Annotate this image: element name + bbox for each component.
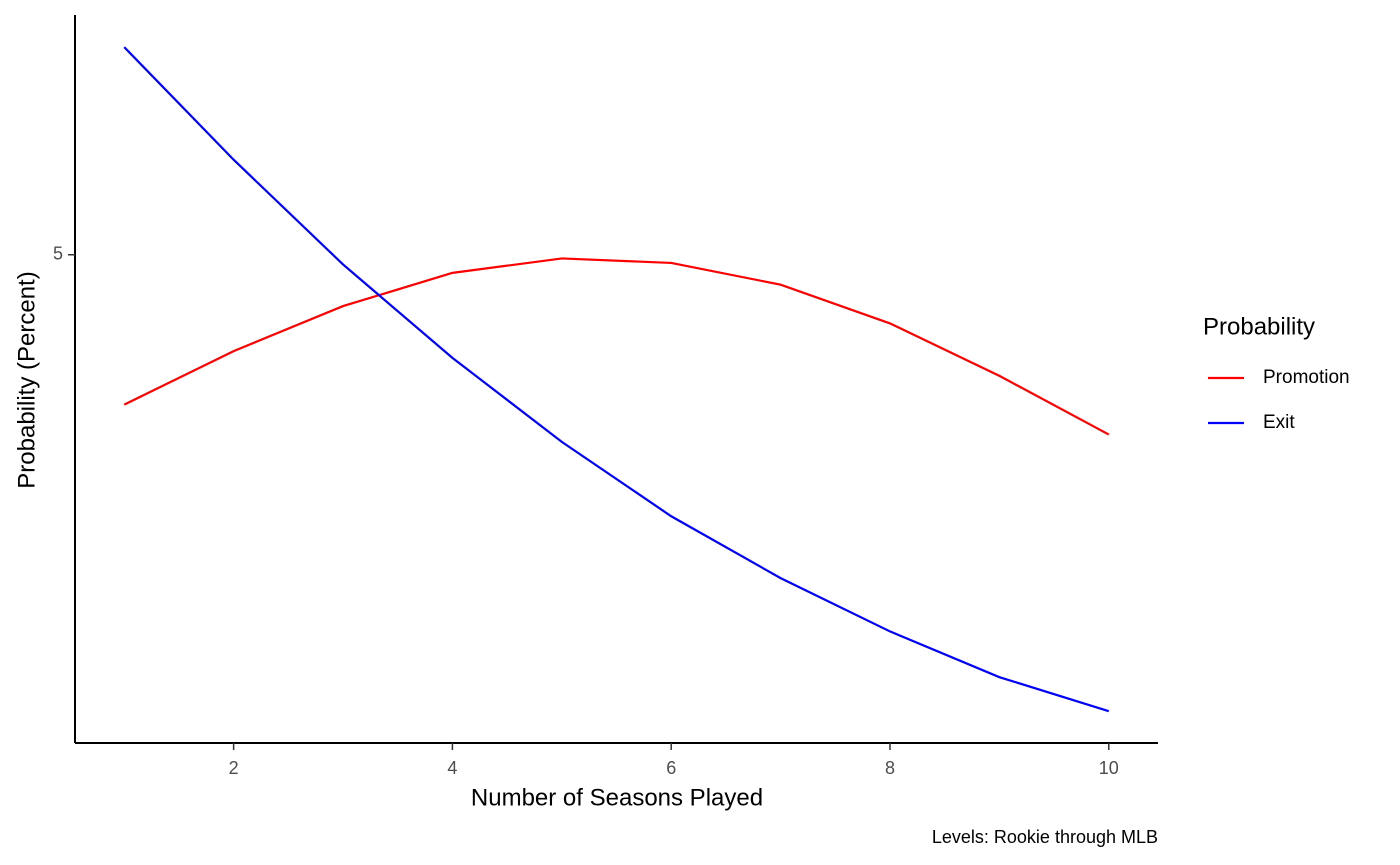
x-tick-label: 8: [885, 758, 895, 778]
x-tick-label: 10: [1099, 758, 1119, 778]
line: [123, 257, 1110, 436]
x-axis-title: Number of Seasons Played: [471, 784, 763, 811]
line: [123, 46, 1110, 713]
legend-label: Exit: [1263, 412, 1295, 433]
caption: Levels: Rookie through MLB: [932, 827, 1158, 847]
x-tick-label: 2: [229, 758, 239, 778]
legend-title: Probability: [1203, 313, 1315, 340]
y-axis-title: Probability (Percent): [13, 271, 40, 488]
legend-label: Promotion: [1263, 367, 1350, 388]
x-tick-label: 6: [666, 758, 676, 778]
y-tick-label: 5: [53, 243, 63, 263]
x-tick-label: 4: [447, 758, 457, 778]
